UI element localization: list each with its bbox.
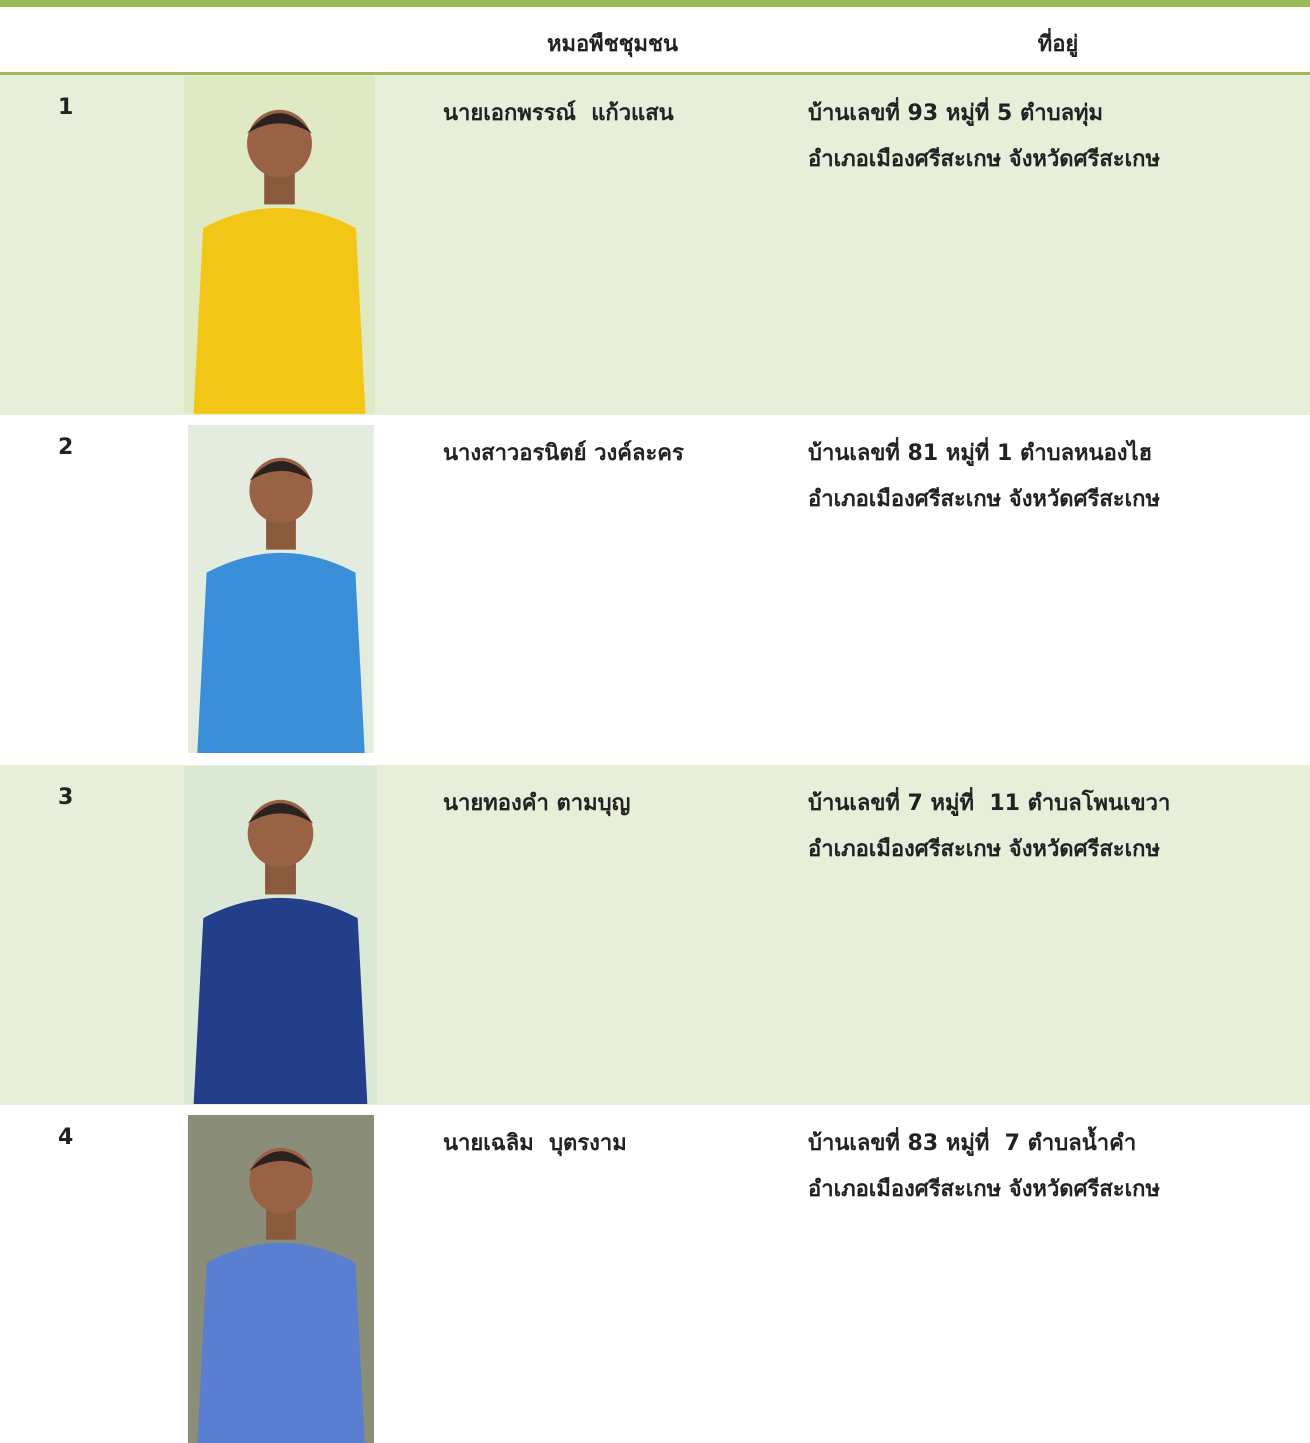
member-name: นายเอกพรรณ์ แก้วแสน — [443, 101, 674, 126]
address-line: อำเภอเมืองศรีสะเกษ จังหวัดศรีสะเกษ — [808, 487, 1160, 512]
photo — [184, 766, 377, 1104]
photo — [184, 76, 375, 414]
address-line: อำเภอเมืองศรีสะเกษ จังหวัดศรีสะเกษ — [808, 1177, 1160, 1202]
header-border — [0, 72, 1310, 75]
header-name: หมอพืชชุมชน — [546, 32, 679, 57]
row-number: 4 — [58, 1125, 74, 1150]
address-line: บ้านเลขที่ 7 หมู่ที่ 11 ตำบลโพนเขวา — [808, 791, 1171, 816]
row-number: 2 — [58, 435, 74, 460]
address-line: อำเภอเมืองศรีสะเกษ จังหวัดศรีสะเกษ — [808, 147, 1160, 172]
top-border — [0, 0, 1310, 7]
member-name: นายเฉลิม บุตรงาม — [443, 1131, 627, 1156]
member-name: นางสาวอรนิตย์ วงค์ละคร — [443, 441, 684, 466]
address-line: บ้านเลขที่ 83 หมู่ที่ 7 ตำบลน้ำคำ — [808, 1131, 1137, 1156]
row-number: 3 — [58, 785, 74, 810]
photo — [188, 425, 374, 753]
row-number: 1 — [58, 95, 74, 120]
address-line: บ้านเลขที่ 81 หมู่ที่ 1 ตำบลหนองไฮ — [808, 441, 1153, 466]
address-line: บ้านเลขที่ 93 หมู่ที่ 5 ตำบลทุ่ม — [808, 101, 1104, 126]
photo — [188, 1115, 374, 1443]
address-line: อำเภอเมืองศรีสะเกษ จังหวัดศรีสะเกษ — [808, 837, 1160, 862]
header-address: ที่อยู่ — [1037, 32, 1079, 57]
member-name: นายทองคำ ตามบุญ — [443, 791, 631, 816]
